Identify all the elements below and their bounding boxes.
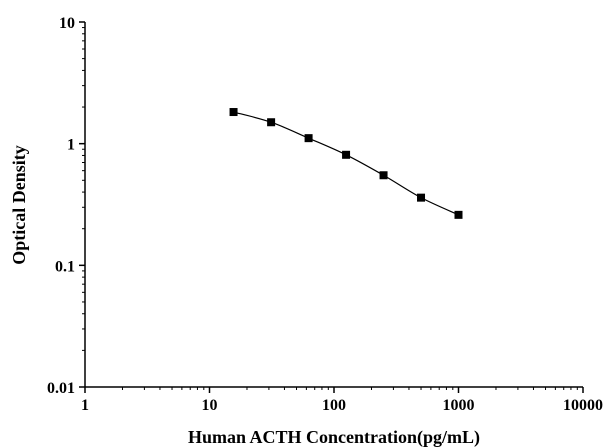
data-point-marker xyxy=(304,134,313,143)
x-tick-label: 10000 xyxy=(563,397,603,414)
x-tick-label: 1000 xyxy=(443,397,475,414)
y-tick-label: 0.1 xyxy=(55,258,75,275)
series-layer xyxy=(229,108,463,219)
data-point-marker xyxy=(454,210,463,219)
y-tick-label: 10 xyxy=(59,15,75,32)
data-point-marker xyxy=(229,108,238,117)
x-tick-label: 100 xyxy=(322,397,346,414)
y-axis-title: Optical Density xyxy=(9,145,29,265)
y-tick-label: 1 xyxy=(67,137,75,154)
x-axis-ticks: 1 10 100 1000 10000 xyxy=(81,387,603,414)
x-axis-title: Human ACTH Concentration(pg/mL) xyxy=(188,427,480,448)
data-point-marker xyxy=(267,118,276,127)
x-tick-label: 10 xyxy=(202,397,218,414)
data-point-marker xyxy=(417,193,426,202)
data-point-marker xyxy=(342,150,351,159)
x-tick-label: 1 xyxy=(81,397,89,414)
data-point-marker xyxy=(379,171,388,180)
y-tick-label: 0.01 xyxy=(47,380,75,397)
y-axis-ticks: 0.01 0.1 1 10 xyxy=(47,15,85,397)
